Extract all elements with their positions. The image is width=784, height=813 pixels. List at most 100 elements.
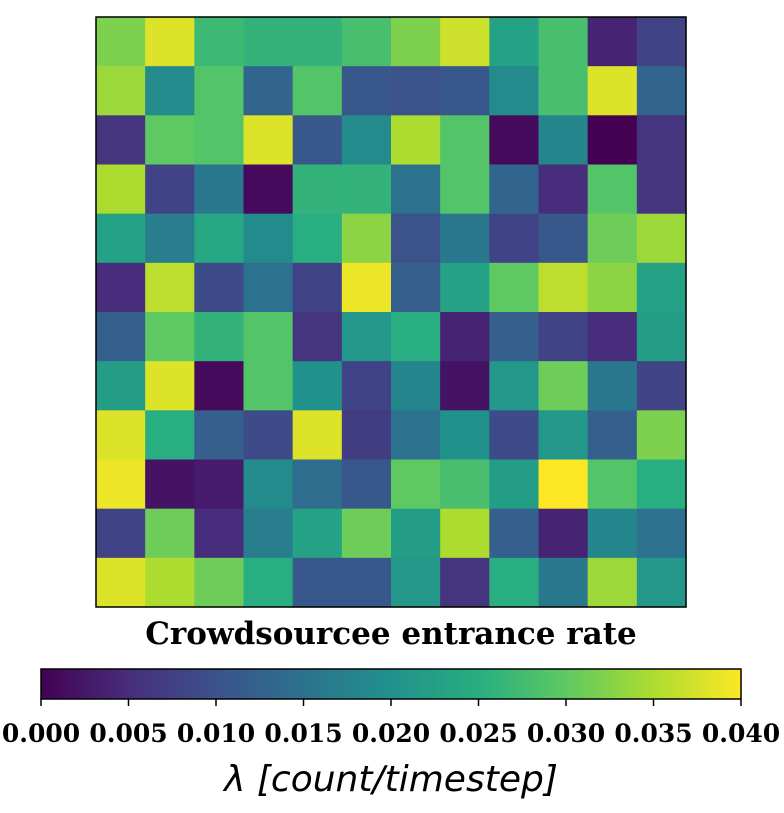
heatmap-cell (587, 66, 638, 116)
heatmap-cell (341, 66, 392, 116)
heatmap-cell (489, 262, 540, 313)
heatmap-cell (391, 66, 441, 116)
colorbar-ticks: 0.000 0.005 0.010 0.015 0.020 0.025 0.030 0.035… (2, 699, 780, 748)
heatmap-cell (636, 312, 687, 362)
heatmap-cell (243, 410, 294, 461)
heatmap-cell (391, 17, 441, 67)
heatmap-cell (292, 361, 343, 411)
heatmap-cell (292, 262, 343, 313)
heatmap-cell (145, 262, 195, 313)
heatmap-cell (194, 410, 245, 461)
heatmap-cell (292, 508, 343, 559)
heatmap-cell (341, 115, 392, 166)
heatmap-cell (391, 361, 441, 411)
heatmap-cell (489, 164, 540, 215)
heatmap-cell (636, 262, 687, 313)
heatmap-cell (243, 557, 294, 608)
heatmap-cell (489, 459, 540, 510)
heatmap-cell (96, 361, 146, 411)
heatmap-cell (391, 262, 441, 313)
heatmap-cell (587, 262, 638, 313)
heatmap-cell (636, 361, 687, 411)
colorbar-tick-label: 0.025 (439, 719, 517, 748)
heatmap-cell (292, 459, 343, 510)
heatmap-cell (391, 115, 441, 166)
heatmap-cell (440, 361, 490, 411)
heatmap-cell (538, 361, 589, 411)
heatmap-cell (489, 17, 540, 67)
heatmap-cell (636, 459, 687, 510)
heatmap-cell (587, 459, 638, 510)
heatmap-cell (292, 213, 343, 264)
heatmap-cell (636, 557, 687, 608)
heatmap-cell (292, 66, 343, 116)
heatmap-cell (292, 410, 343, 461)
colorbar-tick-label: 0.020 (352, 719, 430, 748)
heatmap-cell (194, 557, 245, 608)
heatmap-cell (391, 164, 441, 215)
heatmap-cell (341, 213, 392, 264)
heatmap-cell (243, 164, 294, 215)
heatmap-cell (636, 213, 687, 264)
heatmap-cell (489, 508, 540, 559)
heatmap-cell (96, 115, 146, 166)
heatmap-cell (489, 557, 540, 608)
heatmap-cell (96, 213, 146, 264)
heatmap-cell (96, 410, 146, 461)
heatmap-cell (636, 66, 687, 116)
heatmap-cell (636, 164, 687, 215)
heatmap-cell (243, 115, 294, 166)
heatmap-cell (145, 213, 195, 264)
heatmap-cell (440, 213, 490, 264)
heatmap-cells (96, 17, 687, 608)
heatmap-cell (538, 312, 589, 362)
heatmap-cell (341, 557, 392, 608)
colorbar-label: λ [count/timestep] (222, 759, 558, 800)
heatmap-cell (489, 361, 540, 411)
heatmap-cell (440, 410, 490, 461)
heatmap-cell (194, 66, 245, 116)
heatmap-cell (145, 361, 195, 411)
heatmap-cell (391, 508, 441, 559)
heatmap-cell (194, 262, 245, 313)
heatmap-cell (636, 115, 687, 166)
heatmap-cell (96, 459, 146, 510)
heatmap-cell (587, 17, 638, 67)
heatmap-cell (587, 164, 638, 215)
heatmap-cell (587, 410, 638, 461)
heatmap-cell (341, 508, 392, 559)
heatmap-cell (341, 262, 392, 313)
heatmap-cell (341, 17, 392, 67)
heatmap-cell (194, 508, 245, 559)
heatmap-cell (440, 557, 490, 608)
heatmap-cell (538, 262, 589, 313)
heatmap-cell (145, 312, 195, 362)
heatmap-cell (636, 508, 687, 559)
heatmap-cell (341, 410, 392, 461)
heatmap-cell (292, 17, 343, 67)
heatmap-cell (292, 557, 343, 608)
heatmap-cell (538, 410, 589, 461)
heatmap-cell (243, 262, 294, 313)
heatmap-cell (96, 164, 146, 215)
heatmap-cell (145, 459, 195, 510)
heatmap-cell (96, 557, 146, 608)
heatmap-cell (538, 459, 589, 510)
heatmap-cell (243, 66, 294, 116)
heatmap-cell (538, 66, 589, 116)
heatmap-cell (194, 164, 245, 215)
heatmap-cell (243, 361, 294, 411)
heatmap-cell (538, 557, 589, 608)
heatmap-cell (243, 17, 294, 67)
heatmap-cell (489, 213, 540, 264)
heatmap-cell (489, 410, 540, 461)
heatmap-cell (440, 17, 490, 67)
heatmap-cell (194, 312, 245, 362)
heatmap-cell (194, 17, 245, 67)
heatmap-cell (145, 410, 195, 461)
heatmap-cell (292, 115, 343, 166)
heatmap-cell (440, 262, 490, 313)
heatmap-cell (440, 459, 490, 510)
colorbar-tick-label: 0.015 (264, 719, 342, 748)
heatmap-cell (587, 312, 638, 362)
